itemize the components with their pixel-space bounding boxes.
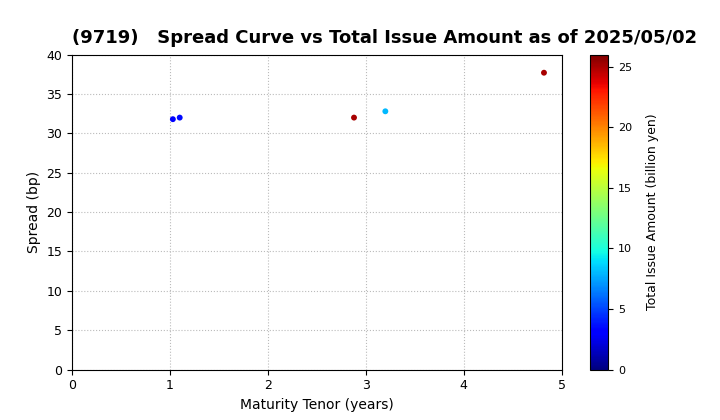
Point: [174, 114, 186, 121]
Point: [348, 114, 360, 121]
Text: (9719)   Spread Curve vs Total Issue Amount as of 2025/05/02: (9719) Spread Curve vs Total Issue Amoun…: [72, 29, 697, 47]
Y-axis label: Spread (bp): Spread (bp): [27, 171, 41, 253]
X-axis label: Maturity Tenor (years): Maturity Tenor (years): [240, 398, 394, 412]
Point: [167, 116, 179, 123]
Y-axis label: Total Issue Amount (billion yen): Total Issue Amount (billion yen): [646, 114, 659, 310]
Point: [379, 108, 391, 115]
Point: [539, 69, 550, 76]
